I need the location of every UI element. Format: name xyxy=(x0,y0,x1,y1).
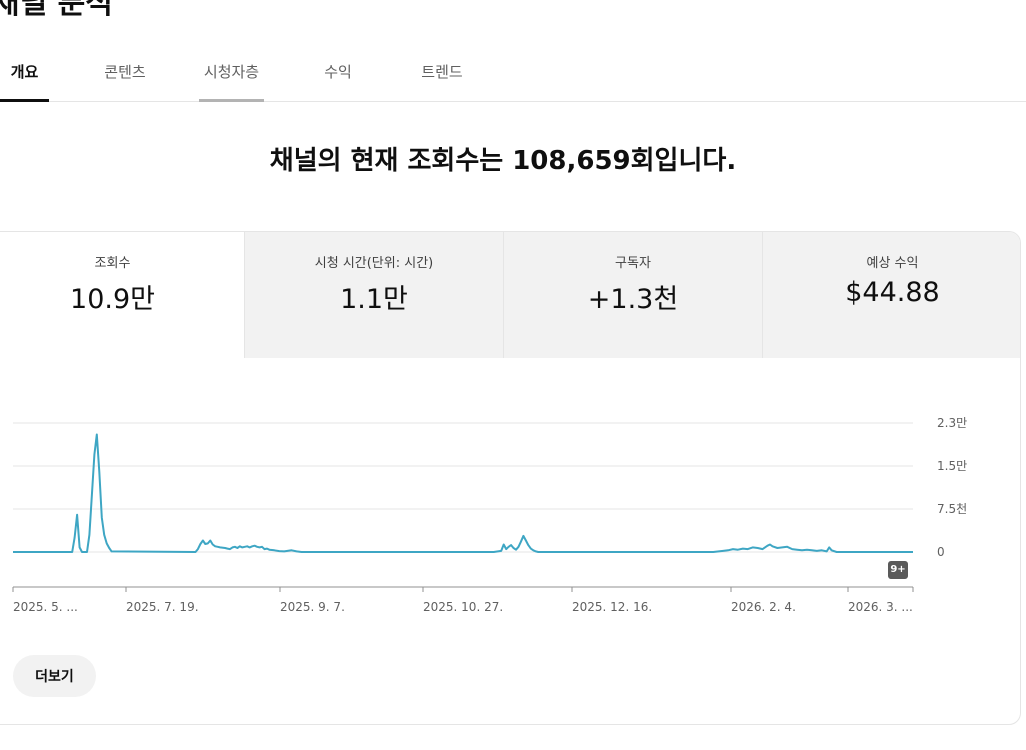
analytics-card: 조회수 10.9만 시청 시간(단위: 시간) 1.1만 구독자 +1.3천 예… xyxy=(0,231,1021,725)
tab-bar: 개요 콘텐츠 시청자층 수익 트렌드 xyxy=(0,54,1026,102)
x-tick-label: 2025. 9. 7. xyxy=(280,600,345,614)
metric-watch-time[interactable]: 시청 시간(단위: 시간) 1.1만 xyxy=(244,232,503,358)
tab-underline xyxy=(0,99,49,102)
tab-audience[interactable]: 시청자층 xyxy=(199,54,264,102)
y-tick-label: 2.3만 xyxy=(937,416,967,430)
metric-value: 10.9만 xyxy=(70,284,155,315)
x-tick-label: 2026. 2. 4. xyxy=(731,600,796,614)
tab-label: 시청자층 xyxy=(203,63,260,81)
metric-views[interactable]: 조회수 10.9만 xyxy=(0,232,244,358)
x-tick-label: 2026. 3. ... xyxy=(848,600,913,614)
tab-overview[interactable]: 개요 xyxy=(0,54,49,102)
x-tick-label: 2025. 7. 19. xyxy=(126,600,199,614)
metric-value: $44.88 xyxy=(845,277,940,308)
tab-trends[interactable]: 트렌드 xyxy=(414,54,470,102)
metric-value: 1.1만 xyxy=(340,284,408,315)
x-tick-label: 2025. 10. 27. xyxy=(423,600,503,614)
page-title: 채널 분석 xyxy=(0,0,113,21)
metric-subscribers[interactable]: 구독자 +1.3천 xyxy=(503,232,762,358)
tab-label: 콘텐츠 xyxy=(104,63,146,81)
views-line-chart: 2.3만 1.5만 7.5천 0 2025. 5. ... 2025. 7. 19. 202… xyxy=(12,416,967,614)
x-tick-label: 2025. 5. ... xyxy=(13,600,78,614)
tab-label: 트렌드 xyxy=(421,63,463,81)
y-tick-label: 1.5만 xyxy=(937,459,967,473)
x-tick-label: 2025. 12. 16. xyxy=(572,600,652,614)
y-tick-label: 0 xyxy=(937,545,945,559)
more-button[interactable]: 더보기 xyxy=(13,655,96,697)
tab-label: 수익 xyxy=(324,63,352,81)
metric-label: 시청 시간(단위: 시간) xyxy=(314,256,434,271)
metric-revenue[interactable]: 예상 수익 $44.88 xyxy=(762,232,1020,358)
tab-underline xyxy=(199,99,264,102)
metric-label: 조회수 xyxy=(94,256,131,271)
annotation-badge[interactable]: 9+ xyxy=(888,561,908,579)
series-line xyxy=(13,433,913,553)
tab-revenue[interactable]: 수익 xyxy=(318,54,358,102)
tab-content[interactable]: 콘텐츠 xyxy=(97,54,153,102)
headline: 채널의 현재 조회수는 108,659회입니다. xyxy=(269,146,737,176)
tab-label: 개요 xyxy=(10,63,39,81)
y-tick-label: 7.5천 xyxy=(937,501,967,516)
metric-label: 예상 수익 xyxy=(866,256,919,271)
metric-label: 구독자 xyxy=(615,256,651,271)
metric-value: +1.3천 xyxy=(587,284,679,315)
